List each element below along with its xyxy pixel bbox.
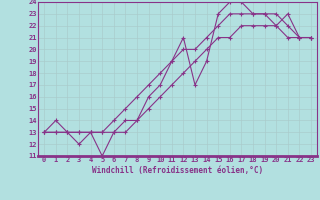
X-axis label: Windchill (Refroidissement éolien,°C): Windchill (Refroidissement éolien,°C) bbox=[92, 166, 263, 175]
